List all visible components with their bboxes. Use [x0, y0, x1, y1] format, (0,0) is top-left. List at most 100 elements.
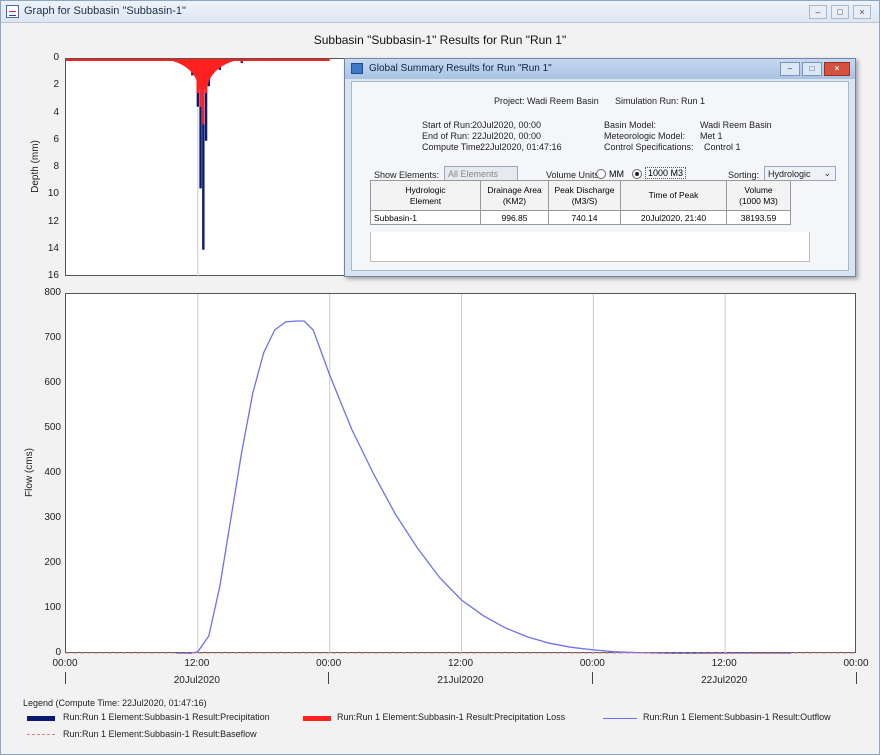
top-y-tick-label: 10	[47, 188, 59, 200]
start-of-run-value: 20Jul2020, 00:00	[472, 120, 542, 130]
col-header-volume[interactable]: Volume (1000 M3)	[726, 180, 791, 211]
graph-title: Subbasin "Subbasin-1" Results for Run "R…	[313, 33, 567, 47]
dialog-close-button[interactable]: ×	[824, 62, 850, 76]
end-of-run-label: End of Run:	[422, 131, 470, 141]
loss-bar	[202, 59, 205, 125]
top-y-tick-label: 16	[47, 270, 59, 281]
cell-area: 996.85	[480, 210, 549, 225]
summary-table: Hydrologic Element Drainage Area (KM2) Pea…	[370, 180, 791, 225]
loss-wedge	[164, 59, 242, 89]
legend-title: Legend (Compute Time: 22Jul2020, 01:47:1…	[23, 698, 207, 708]
basin-model-label: Basin Model:	[604, 120, 657, 130]
flow-plot[interactable]	[65, 293, 857, 654]
col-header-peak[interactable]: Peak Discharge (M3/S)	[548, 180, 621, 211]
legend-swatch-precipitation-loss	[303, 716, 331, 721]
compute-time-value: 22Jul2020, 01:47:16	[480, 142, 562, 152]
dialog-titlebar[interactable]: Global Summary Results for Run "Run 1" –…	[345, 59, 855, 79]
basin-model-value: Wadi Reem Basin	[700, 120, 772, 130]
legend-item-baseflow: Run:Run 1 Element:Subbasin-1 Result:Base…	[63, 729, 257, 739]
unit-1000m3-radio[interactable]	[632, 169, 642, 179]
control-spec-label: Control Specifications:	[604, 142, 694, 152]
close-button[interactable]: ×	[853, 5, 871, 19]
bottom-y-tick-label: 600	[44, 377, 61, 388]
top-y-tick-label: 6	[53, 133, 59, 145]
precip-bar	[202, 59, 205, 250]
legend-swatch-precipitation	[27, 716, 55, 721]
legend-item-precipitation: Run:Run 1 Element:Subbasin-1 Result:Prec…	[63, 712, 270, 722]
maximize-button[interactable]: □	[831, 5, 849, 19]
top-y-tick-label: 4	[53, 106, 59, 118]
unit-mm-radio[interactable]	[596, 169, 606, 179]
outflow-line	[175, 320, 792, 654]
bottom-y-tick-label: 200	[44, 557, 61, 568]
sorting-label: Sorting:	[728, 170, 760, 180]
start-of-run-label: Start of Run:	[422, 120, 473, 130]
x-tick-time-label: 12:00	[711, 658, 737, 669]
global-summary-dialog[interactable]: Global Summary Results for Run "Run 1" –…	[344, 58, 856, 277]
x-tick-time-label: 00:00	[316, 658, 342, 669]
legend-swatch-outflow	[603, 718, 637, 719]
window-title: Graph for Subbasin "Subbasin-1"	[24, 5, 186, 17]
x-tick-time-label: 00:00	[843, 658, 869, 669]
show-elements-label: Show Elements:	[374, 170, 440, 180]
unit-1000m3-label: 1000 M3	[645, 167, 687, 179]
x-day-tick	[328, 672, 330, 684]
sorting-select[interactable]: Hydrologic ⌄	[764, 166, 836, 181]
cell-volume: 38193.59	[726, 210, 791, 225]
bottom-y-axis-label: Flow (cms)	[23, 448, 35, 497]
cell-time: 20Jul2020, 21:40	[620, 210, 727, 225]
bottom-y-tick-label: 500	[44, 422, 61, 433]
dialog-title: Global Summary Results for Run "Run 1"	[369, 63, 552, 74]
x-day-tick	[855, 672, 857, 684]
top-y-tick-label: 2	[53, 79, 59, 91]
bottom-y-tick-label: 0	[55, 647, 61, 658]
summary-table-icon	[351, 63, 363, 74]
top-y-axis-label: Depth (mm)	[29, 140, 41, 193]
x-tick-time-label: 12:00	[447, 658, 474, 669]
graph-icon	[6, 5, 19, 18]
met-model-label: Meteorologic Model:	[604, 131, 686, 141]
x-date-label: 21Jul2020	[437, 675, 484, 686]
unit-mm-label: MM	[609, 169, 624, 179]
project-name: Project: Wadi Reem Basin	[494, 96, 599, 106]
x-tick-time-label: 00:00	[52, 658, 78, 669]
minimize-button[interactable]: –	[809, 5, 827, 19]
bottom-y-tick-label: 700	[44, 332, 61, 343]
cell-peak: 740.14	[548, 210, 621, 225]
bottom-y-tick-label: 800	[44, 287, 61, 298]
loss-bar	[240, 59, 243, 62]
window-titlebar[interactable]: Graph for Subbasin "Subbasin-1" – □ ×	[1, 1, 879, 23]
x-day-tick	[591, 672, 593, 684]
top-y-tick-label: 12	[47, 215, 59, 227]
chevron-down-icon: ⌄	[823, 168, 831, 178]
col-header-time[interactable]: Time of Peak	[620, 180, 727, 211]
dialog-minimize-button[interactable]: –	[780, 62, 800, 76]
bottom-y-tick-label: 100	[44, 602, 61, 613]
table-row[interactable]: Subbasin-1 996.85 740.14 20Jul2020, 21:4…	[370, 210, 791, 225]
top-y-tick-label: 8	[53, 161, 59, 172]
col-header-area[interactable]: Drainage Area (KM2)	[480, 180, 549, 211]
bottom-y-tick-label: 400	[44, 467, 61, 478]
flow-chart-svg	[66, 294, 857, 654]
control-spec-value: Control 1	[704, 142, 741, 152]
x-tick-time-label: 12:00	[184, 658, 210, 669]
legend-swatch-baseflow	[27, 734, 55, 735]
cell-element: Subbasin-1	[370, 210, 481, 225]
show-elements-select[interactable]: All Elements	[444, 166, 518, 181]
precip-bar	[199, 59, 202, 189]
simulation-run: Simulation Run: Run 1	[615, 96, 706, 106]
table-empty-area	[370, 232, 810, 262]
met-model-value: Met 1	[700, 131, 723, 141]
legend-item-precipitation-loss: Run:Run 1 Element:Subbasin-1 Result:Prec…	[337, 712, 566, 722]
volume-units-label: Volume Units:	[546, 170, 602, 180]
x-date-label: 22Jul2020	[701, 675, 748, 686]
precip-bar	[204, 59, 208, 141]
x-day-tick	[64, 672, 66, 684]
col-header-element[interactable]: Hydrologic Element	[370, 180, 481, 211]
end-of-run-value: 22Jul2020, 00:00	[472, 131, 542, 141]
sorting-select-value: Hydrologic	[768, 169, 811, 179]
x-date-label: 20Jul2020	[173, 675, 220, 686]
dialog-maximize-button[interactable]: □	[802, 62, 822, 76]
top-y-tick-label: 0	[53, 52, 59, 63]
